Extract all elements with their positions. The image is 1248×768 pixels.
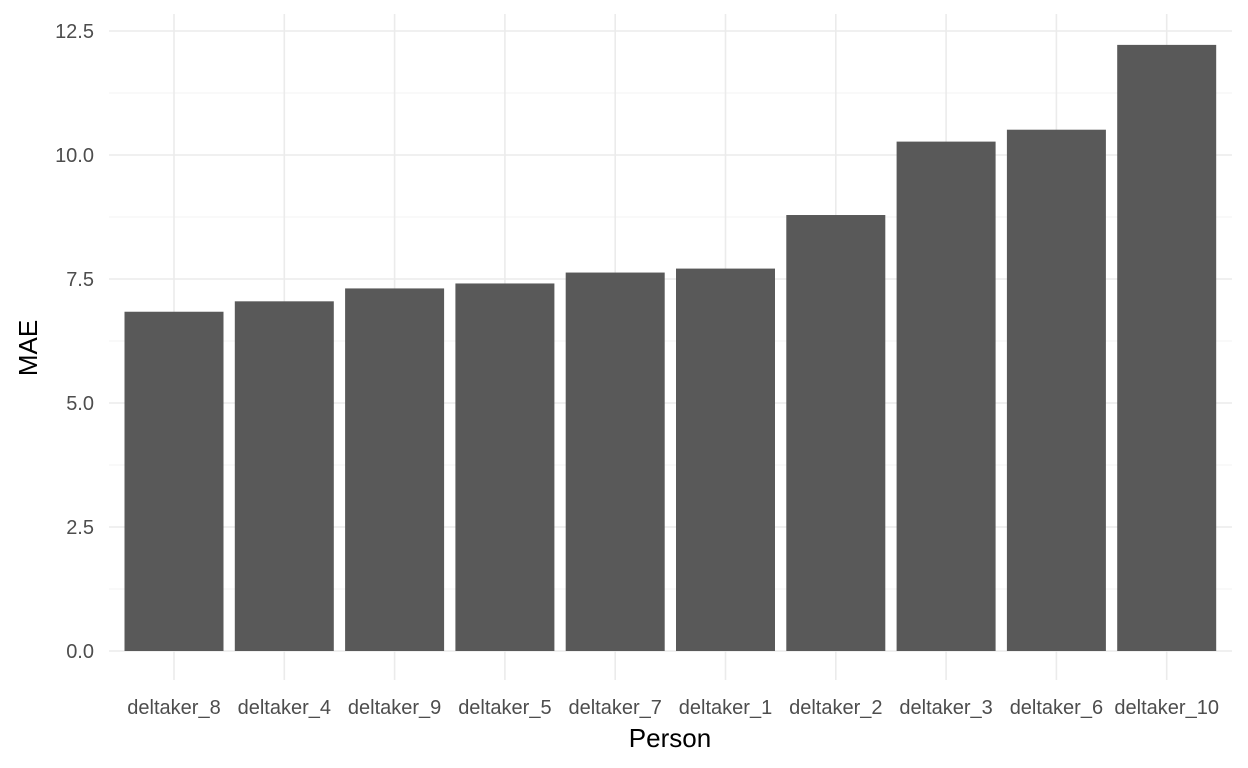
- bar-deltaker_8: [124, 311, 224, 651]
- bar-deltaker_2: [786, 215, 886, 652]
- x-tick-label: deltaker_10: [1114, 697, 1219, 719]
- bar-deltaker_4: [234, 301, 334, 651]
- bars: [124, 44, 1217, 652]
- x-axis-title: Person: [629, 723, 711, 753]
- bar-deltaker_1: [676, 268, 775, 651]
- bar-deltaker_5: [455, 283, 555, 651]
- y-axis-title: MAE: [13, 320, 43, 376]
- bar-deltaker_10: [1117, 44, 1217, 651]
- x-tick-label: deltaker_1: [679, 697, 772, 719]
- x-tick-label: deltaker_6: [1010, 697, 1103, 719]
- x-tick-label: deltaker_7: [568, 697, 661, 719]
- bar-deltaker_3: [896, 141, 996, 651]
- y-tick-label: 5.0: [66, 393, 94, 415]
- x-tick-label: deltaker_5: [458, 697, 551, 719]
- x-tick-label: deltaker_4: [238, 697, 331, 719]
- x-tick-label: deltaker_2: [789, 697, 882, 719]
- x-tick-label: deltaker_8: [127, 697, 220, 719]
- y-tick-label: 0.0: [66, 641, 94, 663]
- y-tick-label: 2.5: [66, 517, 94, 539]
- y-tick-label: 12.5: [55, 21, 94, 43]
- y-tick-label: 7.5: [66, 269, 94, 291]
- x-tick-label: deltaker_3: [899, 697, 992, 719]
- bar-deltaker_6: [1006, 129, 1106, 652]
- x-tick-label: deltaker_9: [348, 697, 441, 719]
- bar-deltaker_7: [565, 272, 665, 651]
- y-tick-label: 10.0: [55, 145, 94, 167]
- y-axis-ticks: 0.0 2.5 5.0 7.5 10.0 12.5: [55, 21, 94, 663]
- bar-deltaker_9: [345, 288, 445, 651]
- x-axis-ticks: deltaker_8 deltaker_4 deltaker_9 deltaker_5…: [127, 697, 1219, 719]
